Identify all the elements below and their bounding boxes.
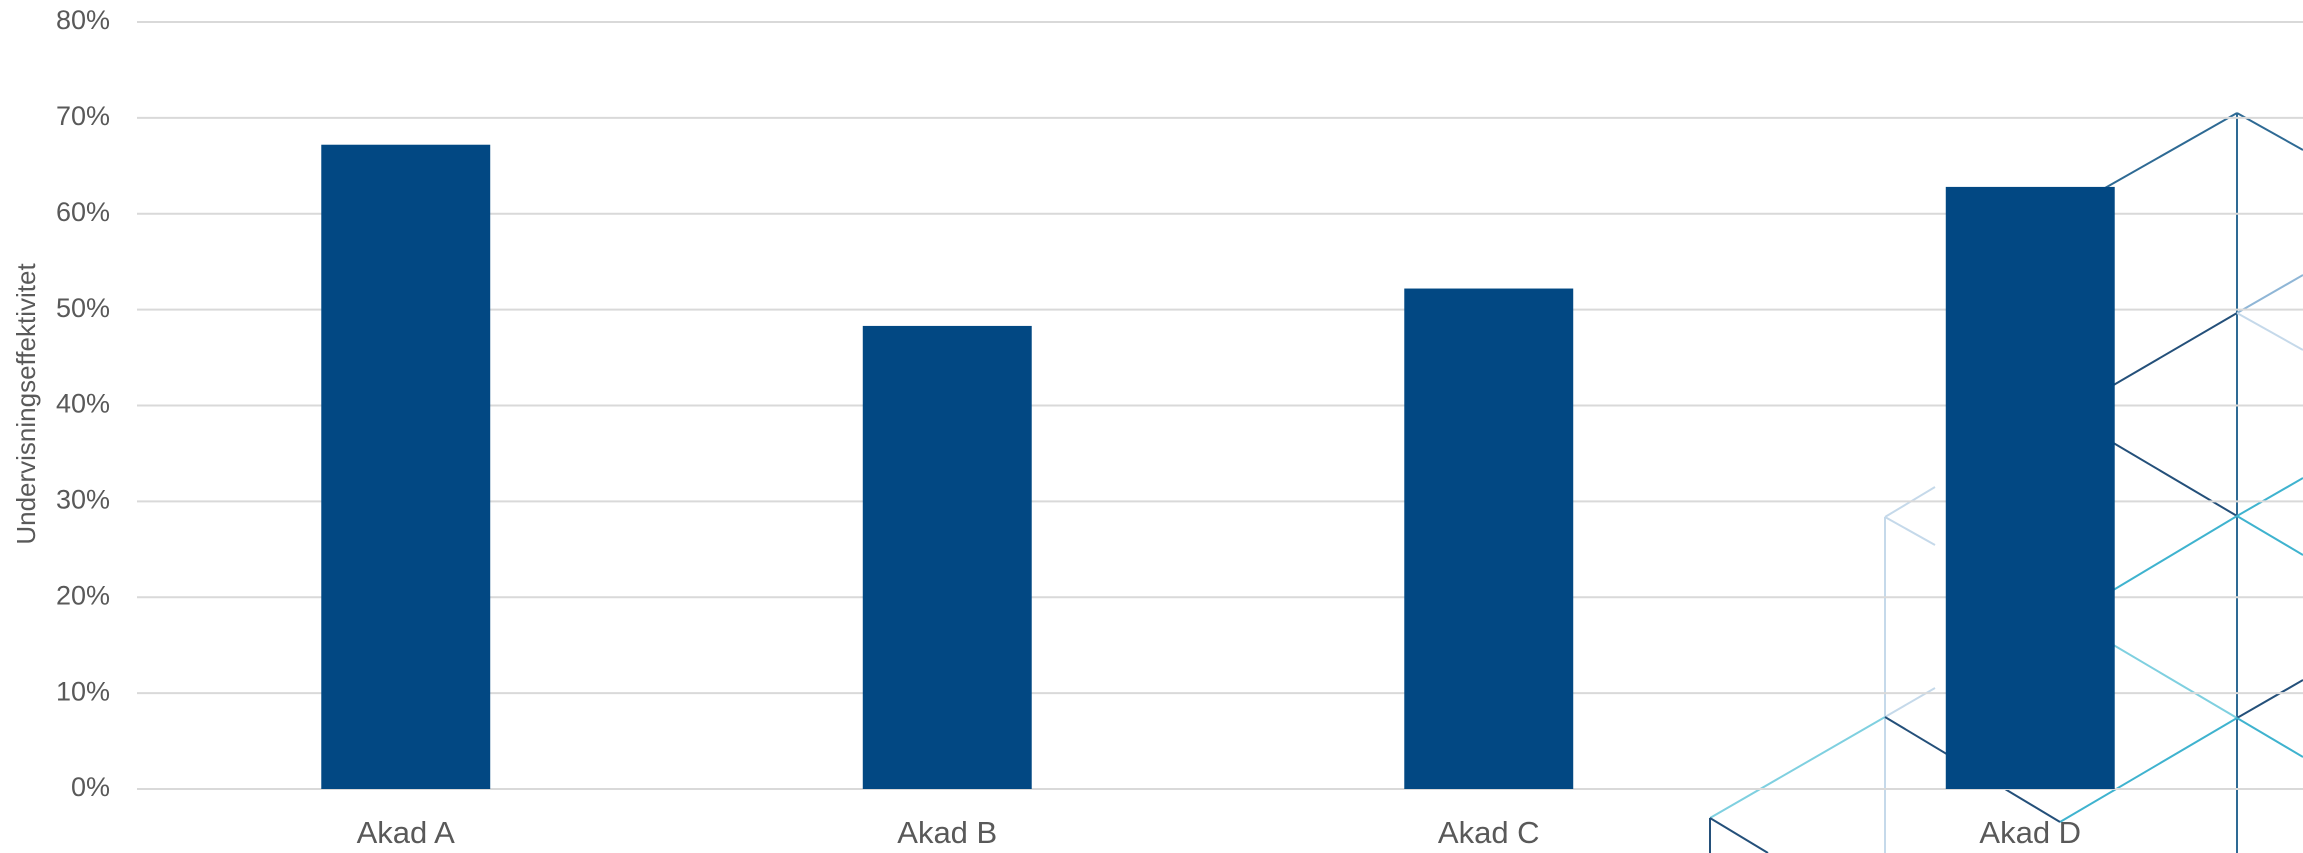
- x-tick-label: Akad C: [1438, 815, 1540, 850]
- y-tick-label: 20%: [56, 580, 110, 610]
- y-tick-label: 10%: [56, 676, 110, 706]
- y-axis-title: Undervisningseffektivitet: [11, 263, 41, 545]
- y-tick-label: 50%: [56, 293, 110, 323]
- y-tick-label: 0%: [71, 772, 110, 802]
- y-tick-label: 70%: [56, 101, 110, 131]
- x-tick-label: Akad B: [897, 815, 997, 850]
- y-tick-label: 40%: [56, 389, 110, 419]
- y-tick-label: 60%: [56, 197, 110, 227]
- bar: [1404, 288, 1574, 789]
- x-tick-label: Akad D: [1979, 815, 2081, 850]
- bar: [862, 325, 1032, 789]
- y-tick-label: 30%: [56, 485, 110, 515]
- y-tick-label: 80%: [56, 5, 110, 35]
- bar: [321, 144, 491, 790]
- decoration: [1709, 112, 2303, 853]
- bar: [1945, 186, 2115, 789]
- x-tick-label: Akad A: [357, 815, 456, 850]
